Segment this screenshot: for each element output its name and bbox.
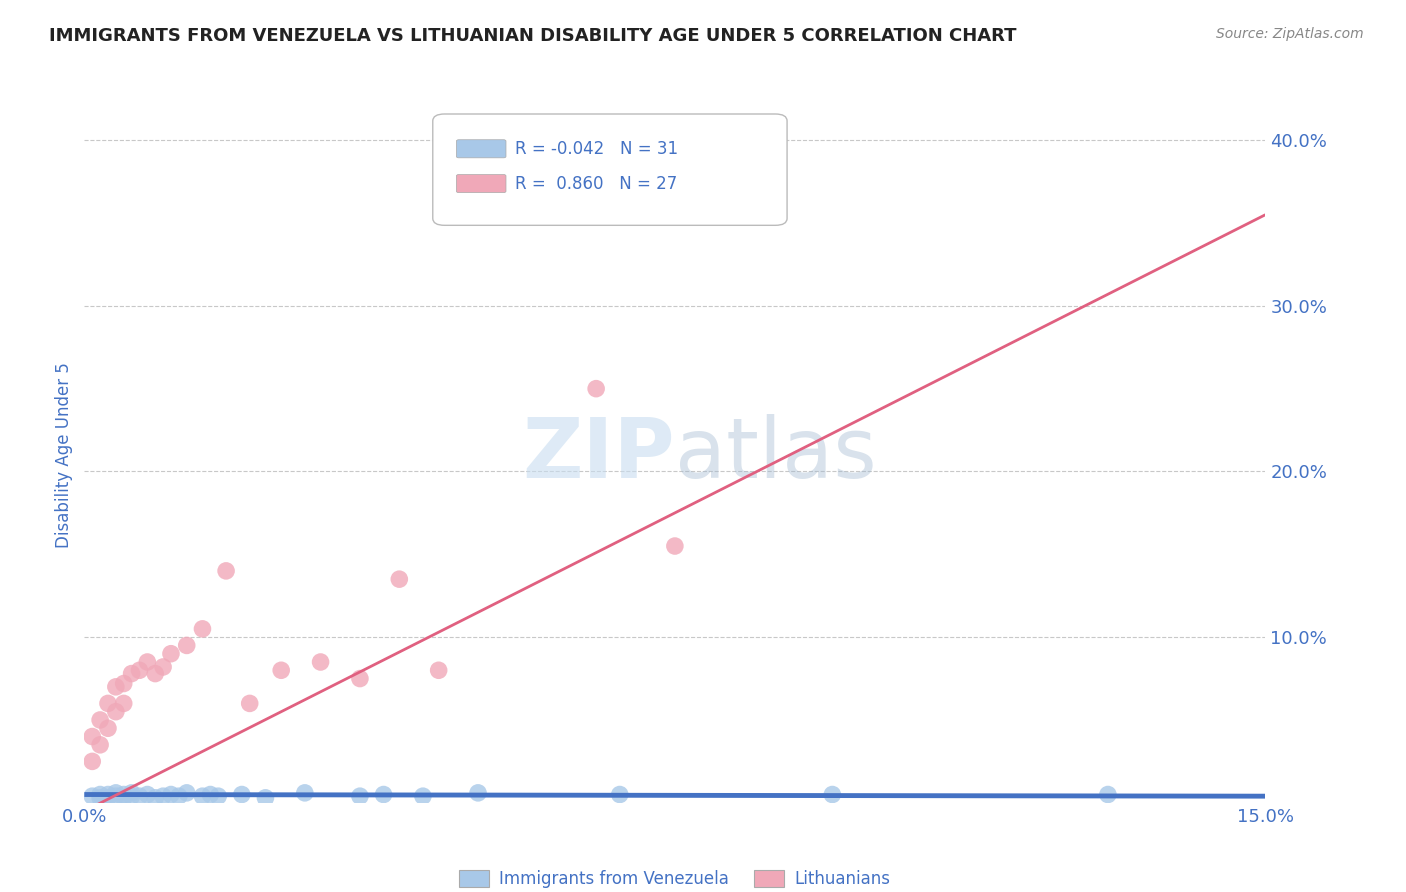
Point [294,786,316,800]
Point [215,564,238,578]
Point [82,730,104,744]
Point [231,788,253,802]
Point [121,666,143,681]
Point [112,697,135,711]
Point [309,655,332,669]
Text: IMMIGRANTS FROM VENEZUELA VS LITHUANIAN DISABILITY AGE UNDER 5 CORRELATION CHART: IMMIGRANTS FROM VENEZUELA VS LITHUANIAN … [49,27,1017,45]
Point [349,789,371,804]
Point [200,788,222,802]
FancyBboxPatch shape [457,140,506,158]
Text: R = -0.042   N = 31: R = -0.042 N = 31 [516,140,679,158]
Point [97,788,120,802]
Point [373,788,395,802]
Point [104,680,127,694]
Point [89,713,111,727]
Point [104,705,127,719]
Point [191,622,214,636]
FancyBboxPatch shape [433,114,787,226]
Point [176,786,198,800]
Point [427,663,450,677]
Point [152,660,174,674]
Text: R =  0.860   N = 27: R = 0.860 N = 27 [516,175,678,193]
Point [104,789,127,804]
Point [1097,788,1119,802]
Point [121,786,143,800]
Point [143,666,166,681]
Legend: Immigrants from Venezuela, Lithuanians: Immigrants from Venezuela, Lithuanians [453,863,897,892]
Point [467,786,489,800]
Text: ZIP: ZIP [523,415,675,495]
Point [160,647,183,661]
Point [89,790,111,805]
Point [160,788,183,802]
Text: atlas: atlas [675,415,876,495]
Point [270,663,292,677]
Text: Source: ZipAtlas.com: Source: ZipAtlas.com [1216,27,1364,41]
Point [143,790,166,805]
Point [191,789,214,804]
Point [97,697,120,711]
Point [112,790,135,805]
Point [349,672,371,686]
Point [609,788,631,802]
Point [167,789,190,804]
Point [112,788,135,802]
Point [239,697,262,711]
Point [121,789,143,804]
Point [254,790,277,805]
Point [97,721,120,735]
Point [412,789,434,804]
Y-axis label: Disability Age Under 5: Disability Age Under 5 [55,362,73,548]
Point [388,572,411,586]
Point [207,789,229,804]
Point [89,738,111,752]
Point [112,676,135,690]
Point [585,382,607,396]
Point [82,755,104,769]
Point [89,788,111,802]
Point [82,789,104,804]
Point [104,786,127,800]
Point [128,663,150,677]
FancyBboxPatch shape [457,175,506,193]
Point [128,789,150,804]
Point [97,790,120,805]
Point [176,639,198,653]
Point [821,788,844,802]
Point [152,789,174,804]
Point [136,788,159,802]
Point [664,539,686,553]
Point [136,655,159,669]
